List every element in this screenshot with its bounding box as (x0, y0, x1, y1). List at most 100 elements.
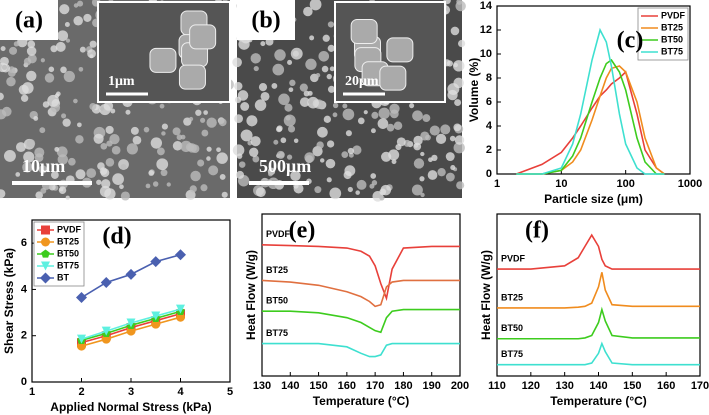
grain (248, 120, 255, 127)
grain (268, 171, 273, 177)
grain (238, 161, 246, 168)
grain (105, 125, 114, 134)
series-line (497, 233, 700, 270)
x-tick-label: 140 (589, 380, 607, 392)
grain (86, 168, 97, 179)
marker (41, 225, 50, 235)
grain (389, 103, 400, 114)
marker (175, 249, 186, 261)
y-axis-label: Shear Stress (kPa) (2, 248, 16, 354)
y-tick-label: 12 (480, 24, 492, 36)
grain (51, 171, 59, 179)
grain (0, 109, 7, 120)
x-tick-label: 170 (366, 380, 384, 392)
grain (305, 58, 317, 71)
marker (41, 249, 50, 258)
legend-label: BT75 (57, 260, 79, 270)
y-tick-label: 0 (21, 376, 27, 388)
grain (449, 135, 456, 142)
grain (303, 90, 310, 97)
grain (26, 70, 37, 82)
grain (65, 195, 70, 200)
series-line (497, 306, 700, 340)
grain (99, 167, 108, 175)
grain (110, 108, 116, 114)
marker (126, 318, 136, 328)
grain (419, 176, 425, 182)
grain (13, 41, 19, 47)
grain (18, 84, 29, 95)
y-tick-label: 10 (480, 48, 492, 60)
grain (75, 135, 84, 144)
grain (9, 46, 18, 55)
grain (314, 186, 322, 194)
grain (260, 91, 270, 101)
grain (27, 54, 37, 64)
grain (332, 102, 339, 109)
grain (78, 66, 84, 72)
grain (3, 149, 16, 162)
grain (76, 122, 82, 128)
series-label: PVDF (501, 253, 526, 263)
grain (322, 34, 330, 42)
marker (151, 311, 161, 321)
x-tick-label: 100 (616, 178, 634, 190)
crystal (350, 19, 378, 45)
x-tick-label: 140 (281, 380, 299, 392)
grain (8, 66, 16, 74)
y-tick-label: 0 (486, 168, 492, 180)
grain (285, 115, 291, 121)
grain (83, 13, 92, 22)
grain (190, 170, 201, 182)
grain (280, 137, 287, 144)
grain (240, 102, 250, 111)
y-tick-label: 4 (486, 120, 493, 132)
panel-label: (e) (289, 218, 316, 244)
series-label: BT25 (266, 265, 288, 275)
grain (445, 152, 455, 162)
grain (341, 151, 349, 159)
grain (378, 107, 390, 120)
grain (427, 170, 438, 180)
grain (59, 4, 70, 15)
grain (23, 151, 35, 163)
grain (55, 41, 66, 52)
x-axis-label: Temperature (°C) (550, 394, 647, 408)
x-tick-label: 4 (177, 386, 184, 398)
grain (35, 191, 43, 199)
panel-label: (b) (251, 8, 280, 34)
plot-frame (496, 5, 691, 175)
grain (276, 150, 285, 159)
grain (218, 118, 227, 127)
grain (0, 189, 6, 199)
grain (293, 183, 304, 194)
grain (293, 138, 299, 144)
grain (411, 184, 423, 196)
grain (307, 99, 313, 105)
grain (54, 146, 60, 152)
grain (329, 187, 342, 200)
grain (454, 135, 465, 145)
grain (396, 137, 406, 147)
grain (221, 191, 228, 198)
marker (77, 334, 86, 344)
grain (201, 129, 209, 137)
grain (420, 192, 425, 198)
x-tick-label: 120 (522, 380, 540, 392)
grain (453, 77, 464, 89)
grain (409, 103, 415, 109)
x-axis-label: Applied Normal Stress (kPa) (50, 400, 211, 414)
grain (156, 147, 165, 156)
inset-scale-text: 1μm (108, 74, 135, 89)
grain (143, 126, 150, 133)
grain (236, 153, 243, 159)
grain (450, 26, 460, 36)
y-tick-label: 4 (21, 283, 28, 295)
grain (15, 142, 26, 153)
grain (278, 93, 290, 106)
grain (89, 103, 97, 110)
grain (371, 111, 379, 119)
grain (101, 179, 111, 189)
grain (1, 64, 8, 70)
